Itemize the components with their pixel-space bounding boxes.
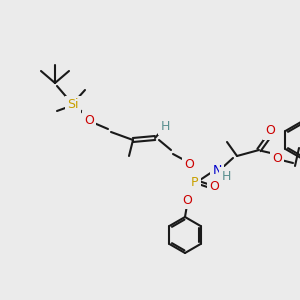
Text: O: O [84, 113, 94, 127]
Text: O: O [209, 179, 219, 193]
Text: P: P [191, 176, 199, 188]
Text: O: O [182, 194, 192, 206]
Text: H: H [160, 119, 170, 133]
Text: N: N [212, 164, 222, 176]
Text: Si: Si [67, 98, 79, 112]
Text: O: O [272, 152, 282, 164]
Text: O: O [184, 158, 194, 170]
Text: O: O [265, 124, 275, 137]
Text: H: H [221, 169, 231, 182]
